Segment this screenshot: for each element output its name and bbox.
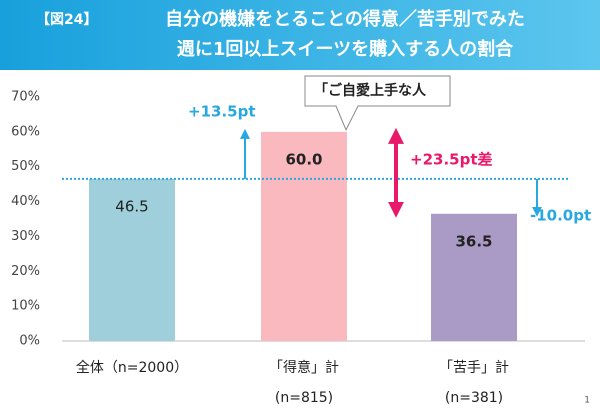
bar — [89, 178, 175, 341]
annotation: +23.5pt差 — [410, 151, 493, 169]
bar — [431, 213, 517, 341]
header-band — [0, 0, 600, 70]
annotation: -10.0pt — [530, 207, 591, 225]
y-tick-label: 30% — [11, 229, 40, 244]
y-tick-label: 50% — [11, 159, 40, 174]
y-tick-label: 60% — [11, 124, 40, 139]
bar — [261, 131, 347, 341]
chart-title: 週に1回以上スイーツを購入する人の割合 — [177, 38, 514, 60]
y-tick-label: 40% — [11, 194, 40, 209]
value-label: 60.0 — [285, 150, 322, 168]
callout-box — [304, 75, 451, 132]
x-tick-sublabel: (n=381) — [445, 390, 503, 406]
annotation: +13.5pt — [188, 103, 256, 121]
value-label: 46.5 — [115, 197, 148, 215]
x-tick-label: 「苦手」計 — [439, 360, 509, 376]
y-tick-label: 20% — [11, 264, 40, 279]
x-tick-label: 全体（n=2000） — [76, 359, 188, 376]
page-number: 1 — [584, 396, 590, 406]
y-tick-label: 70% — [11, 90, 40, 105]
chart-title: 自分の機嫌をとることの得意／苦手別でみた — [165, 8, 525, 30]
callout-text: 「ご自愛上手な人 — [314, 82, 427, 99]
y-tick-label: 10% — [11, 299, 40, 314]
figure-label: 【図24】 — [36, 12, 97, 28]
x-tick-sublabel: (n=815) — [275, 390, 333, 406]
value-label: 36.5 — [455, 232, 492, 250]
x-tick-label: 「得意」計 — [269, 359, 339, 376]
y-tick-label: 0% — [19, 334, 40, 349]
